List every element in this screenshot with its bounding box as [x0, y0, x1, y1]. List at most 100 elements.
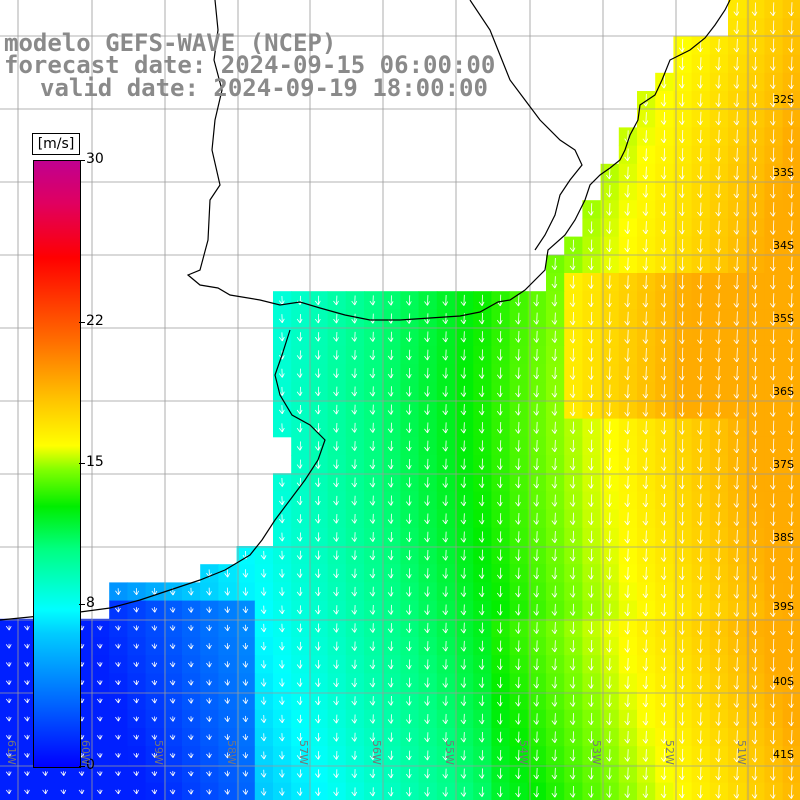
- wind-arrow: [515, 512, 521, 525]
- wind-arrow: [788, 256, 794, 272]
- wind-arrow: [169, 716, 176, 722]
- wind-arrow: [496, 440, 503, 452]
- wind-arrow: [769, 329, 776, 345]
- wind-arrow: [606, 203, 612, 216]
- wind-arrow: [478, 604, 485, 616]
- wind-arrow: [624, 639, 630, 653]
- wind-arrow: [296, 550, 303, 560]
- wind-arrow: [369, 368, 376, 379]
- wind-arrow: [751, 493, 758, 508]
- wind-arrow: [333, 459, 339, 470]
- wind-arrow: [606, 166, 612, 180]
- wind-arrow: [642, 512, 649, 526]
- wind-arrow: [551, 749, 558, 762]
- wind-arrow: [460, 750, 467, 761]
- wind-arrow: [187, 734, 194, 740]
- wind-arrow: [624, 730, 630, 744]
- wind-arrow: [42, 789, 48, 795]
- wind-arrow: [788, 511, 794, 527]
- wind-arrow: [733, 420, 740, 435]
- wind-arrow: [697, 402, 703, 417]
- colorbar-tick-mark: [79, 321, 85, 323]
- latitude-label: 41S: [773, 748, 794, 761]
- wind-arrow: [333, 313, 339, 324]
- wind-arrow: [788, 584, 794, 599]
- wind-arrow: [442, 695, 449, 706]
- wind-arrow: [424, 604, 430, 615]
- wind-arrow: [660, 512, 667, 526]
- wind-arrow: [24, 698, 30, 704]
- wind-arrow: [424, 768, 430, 779]
- wind-arrow: [788, 293, 794, 308]
- wind-arrow: [351, 386, 358, 397]
- wind-arrow: [769, 256, 776, 272]
- wind-arrow: [387, 623, 394, 633]
- wind-arrow: [715, 748, 721, 763]
- wind-arrow: [678, 420, 685, 435]
- wind-arrow: [715, 693, 721, 708]
- wind-arrow: [5, 625, 12, 631]
- wind-arrow: [788, 766, 794, 781]
- wind-arrow: [769, 165, 776, 181]
- wind-arrow: [496, 695, 503, 707]
- longitude-label: 54W: [517, 740, 530, 765]
- wind-arrow: [769, 620, 776, 636]
- wind-arrow: [296, 751, 303, 760]
- wind-arrow: [405, 313, 412, 324]
- wind-arrow: [788, 183, 794, 199]
- valid-date: valid date: 2024-09-19 18:00:00: [40, 74, 488, 102]
- wind-arrow: [751, 420, 758, 436]
- wind-arrow: [115, 625, 121, 631]
- wind-arrow: [224, 569, 231, 578]
- wind-arrow: [606, 694, 612, 708]
- wind-arrow: [478, 640, 485, 652]
- wind-arrow: [769, 347, 776, 363]
- wind-arrow: [642, 148, 649, 162]
- wind-arrow: [587, 676, 594, 689]
- wind-arrow: [533, 385, 539, 398]
- wind-arrow: [751, 730, 758, 745]
- wind-arrow: [169, 625, 176, 631]
- latitude-label: 37S: [773, 458, 794, 471]
- wind-arrow: [533, 294, 540, 307]
- wind-arrow: [405, 695, 412, 706]
- wind-arrow: [769, 693, 776, 708]
- wind-arrow: [715, 675, 721, 690]
- wind-arrow: [551, 549, 558, 562]
- wind-arrow: [733, 438, 740, 454]
- wind-arrow: [5, 698, 12, 704]
- wind-arrow: [751, 20, 758, 35]
- wind-arrow: [533, 367, 539, 380]
- wind-arrow: [533, 440, 539, 452]
- wind-arrow: [769, 93, 776, 108]
- wind-arrow: [387, 459, 394, 470]
- wind-arrow: [314, 568, 321, 579]
- wind-arrow: [751, 365, 758, 381]
- wind-arrow: [660, 166, 667, 180]
- wind-arrow: [5, 734, 12, 740]
- wind-arrow: [788, 711, 794, 727]
- wind-arrow: [606, 476, 612, 489]
- wind-arrow: [769, 129, 776, 144]
- wind-arrow: [496, 367, 503, 379]
- wind-arrow: [460, 495, 467, 507]
- wind-arrow: [515, 658, 521, 671]
- wind-arrow: [733, 220, 740, 235]
- wind-arrow: [242, 587, 249, 596]
- wind-arrow: [733, 475, 740, 490]
- wind-arrow: [551, 367, 558, 380]
- wind-arrow: [769, 438, 776, 454]
- wind-arrow: [351, 641, 358, 651]
- wind-arrow: [660, 402, 667, 417]
- wind-arrow: [515, 640, 521, 652]
- wind-arrow: [314, 368, 321, 378]
- wind-arrow: [660, 202, 667, 217]
- wind-arrow: [496, 331, 503, 343]
- wind-arrow: [769, 730, 776, 745]
- wind-arrow: [715, 257, 721, 271]
- wind-arrow: [442, 586, 449, 597]
- wind-arrow: [624, 712, 630, 726]
- wind-arrow: [769, 293, 776, 308]
- wind-arrow: [788, 74, 794, 90]
